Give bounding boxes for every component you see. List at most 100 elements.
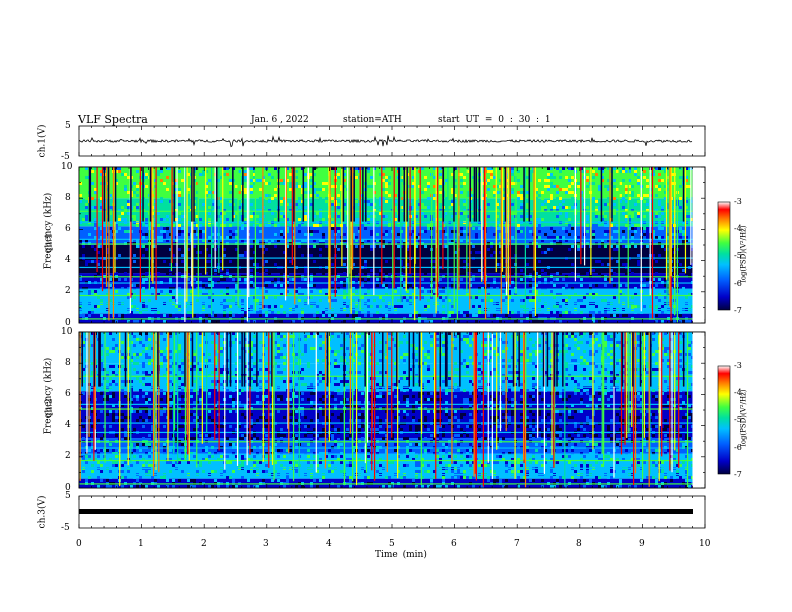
spec1-cell bbox=[331, 179, 334, 182]
spec2-cell bbox=[115, 344, 118, 347]
spec1-cell bbox=[115, 230, 118, 233]
spec1-cell bbox=[442, 311, 445, 314]
spec1-cell bbox=[166, 188, 169, 191]
spec1-cell bbox=[568, 218, 571, 221]
spec1-cell bbox=[451, 176, 454, 179]
spec1-cell bbox=[331, 203, 334, 206]
spec1-cell bbox=[529, 197, 532, 200]
spec1-cell bbox=[85, 260, 88, 263]
spec1-cell bbox=[295, 182, 298, 185]
spec1-cell bbox=[97, 236, 100, 239]
spec2-cell bbox=[193, 428, 196, 431]
spec2-cell bbox=[145, 452, 148, 455]
spec1-cell bbox=[313, 188, 316, 191]
spec2-cell bbox=[208, 359, 211, 362]
spec1-cell bbox=[115, 290, 118, 293]
spec2-cell bbox=[136, 419, 139, 422]
spec1-cell bbox=[349, 254, 352, 257]
spec1-cell bbox=[322, 236, 325, 239]
spec2-cell bbox=[109, 443, 112, 446]
spec2-cell bbox=[211, 419, 214, 422]
spec2-cell bbox=[148, 344, 151, 347]
spec1-cell bbox=[415, 287, 418, 290]
spec1-cell bbox=[607, 167, 610, 170]
spec2-cell bbox=[178, 410, 181, 413]
spec1-cell bbox=[379, 239, 382, 242]
spec1-cell bbox=[478, 311, 481, 314]
spec1-sferic bbox=[284, 167, 287, 301]
spec1-cell bbox=[109, 299, 112, 302]
spec1-cell bbox=[445, 197, 448, 200]
spec1-sferic bbox=[495, 167, 497, 273]
spec2-cell bbox=[148, 464, 151, 467]
spec1-sferic bbox=[405, 167, 408, 284]
spec1-cell bbox=[688, 296, 691, 299]
spec2-cell bbox=[175, 362, 178, 365]
spec1-cell bbox=[535, 218, 538, 221]
spec2-cell bbox=[169, 341, 172, 344]
spec1-cell bbox=[151, 296, 154, 299]
spec2-cell bbox=[82, 356, 85, 359]
spec1-cell bbox=[607, 239, 610, 242]
spec1-cell bbox=[331, 200, 334, 203]
spec1-cell bbox=[295, 263, 298, 266]
spec1-cell bbox=[448, 290, 451, 293]
spec1-cell bbox=[352, 236, 355, 239]
spec1-cell bbox=[661, 314, 664, 317]
spec1-cell bbox=[685, 239, 688, 242]
spec1-cell bbox=[517, 209, 520, 212]
spec2-cell bbox=[91, 395, 94, 398]
spec1-cell bbox=[373, 188, 376, 191]
spec1-cell bbox=[454, 200, 457, 203]
spec1-cell bbox=[226, 224, 229, 227]
spec1-cell bbox=[397, 299, 400, 302]
spec1-cell bbox=[379, 209, 382, 212]
spec1-cell bbox=[550, 260, 553, 263]
spec1-dark-streak bbox=[107, 167, 110, 222]
spec1-cell bbox=[628, 251, 631, 254]
spec1-cell bbox=[316, 305, 319, 308]
spec2-cell bbox=[106, 485, 109, 488]
spec1-cell bbox=[343, 314, 346, 317]
spec2-cell bbox=[226, 389, 229, 392]
spec1-cell bbox=[508, 227, 511, 230]
spec1-cell bbox=[529, 284, 532, 287]
spec1-cell bbox=[487, 284, 490, 287]
spec1-cell bbox=[685, 191, 688, 194]
spec2-cell bbox=[139, 383, 142, 386]
spec1-cell bbox=[679, 284, 682, 287]
spec2-cell bbox=[175, 392, 178, 395]
spec1-cell bbox=[661, 320, 664, 323]
spec1-cell bbox=[145, 185, 148, 188]
spec1-cell bbox=[355, 296, 358, 299]
spec1-cell bbox=[508, 293, 511, 296]
spec1-cell bbox=[187, 311, 190, 314]
spec2-cell bbox=[205, 434, 208, 437]
spec1-sferic bbox=[108, 167, 110, 321]
spec1-cell bbox=[100, 260, 103, 263]
spec2-cell bbox=[163, 443, 166, 446]
spec1-cell bbox=[289, 182, 292, 185]
spec1-cell bbox=[655, 272, 658, 275]
spec1-cell bbox=[442, 320, 445, 323]
spec2-cell bbox=[91, 425, 94, 428]
spec1-cell bbox=[223, 233, 226, 236]
spec1-cell bbox=[574, 311, 577, 314]
spec1-cell bbox=[286, 230, 289, 233]
spec1-cell bbox=[406, 284, 409, 287]
spec1-cell bbox=[115, 170, 118, 173]
spec2-cell bbox=[106, 374, 109, 377]
spec2-cell bbox=[226, 485, 229, 488]
spec1-cell bbox=[367, 218, 370, 221]
spec1-cell bbox=[88, 233, 91, 236]
spec1-cell bbox=[214, 269, 217, 272]
spec1-cell bbox=[499, 320, 502, 323]
spec1-cell bbox=[685, 200, 688, 203]
spec1-cell bbox=[85, 206, 88, 209]
spec1-cell bbox=[490, 170, 493, 173]
spec1-cell bbox=[646, 236, 649, 239]
spec1-cell bbox=[571, 197, 574, 200]
spec1-cell bbox=[616, 224, 619, 227]
spec1-cell bbox=[601, 290, 604, 293]
spec1-cell bbox=[439, 182, 442, 185]
